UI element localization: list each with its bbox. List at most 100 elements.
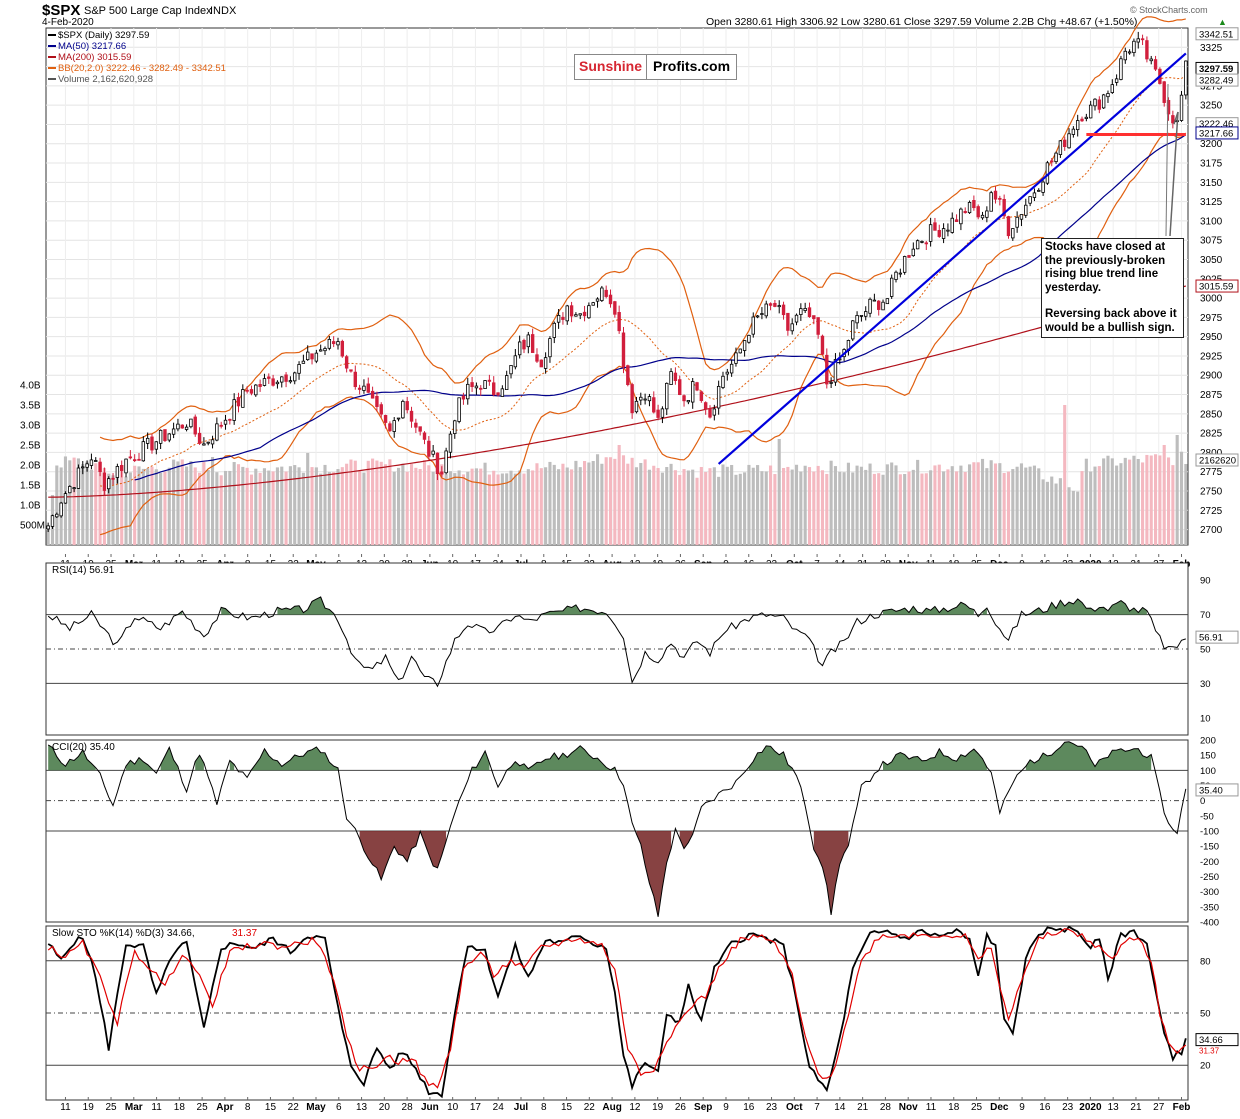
volume-bar bbox=[647, 469, 652, 545]
candle-up bbox=[889, 277, 894, 297]
volume-bar bbox=[275, 467, 279, 545]
volume-bar bbox=[617, 445, 621, 545]
candle-down bbox=[197, 432, 202, 444]
candle-up bbox=[483, 380, 487, 389]
volume-bar bbox=[375, 460, 379, 545]
candle-up bbox=[76, 467, 81, 489]
x-tick-label: 13 bbox=[356, 1102, 368, 1113]
candle-up bbox=[63, 493, 68, 504]
x-tick-label: 10 bbox=[447, 1102, 459, 1113]
volume-bar bbox=[1041, 479, 1045, 545]
volume-bar bbox=[1093, 466, 1097, 545]
candle-up bbox=[1041, 181, 1045, 193]
volume-bar bbox=[794, 464, 799, 545]
x-tick-label: Dec bbox=[990, 1102, 1009, 1113]
cci-positive-fill bbox=[748, 745, 793, 771]
volume-bar bbox=[102, 468, 106, 545]
candle-down bbox=[383, 415, 388, 423]
volume-tick-label: 1.5B bbox=[20, 481, 41, 492]
price-label: 3342.51 bbox=[1199, 29, 1233, 40]
x-tick-label: 6 bbox=[336, 1102, 342, 1113]
legend-entry: MA(50) 3217.66 bbox=[58, 41, 126, 52]
candle-up bbox=[327, 338, 332, 349]
candle-up bbox=[747, 334, 751, 343]
candle-up bbox=[959, 208, 963, 225]
volume-bar bbox=[483, 462, 487, 545]
candle-up bbox=[241, 389, 245, 408]
volume-bar bbox=[124, 476, 128, 545]
candle-down bbox=[470, 382, 474, 388]
candle-down bbox=[344, 356, 349, 369]
volume-bar bbox=[582, 461, 587, 545]
volume-bar bbox=[210, 457, 215, 545]
candle-up bbox=[401, 400, 405, 419]
x-tick-label: Aug bbox=[602, 1102, 621, 1113]
bollinger-lower bbox=[99, 132, 1187, 536]
volume-bar bbox=[223, 470, 228, 545]
volume-bar bbox=[150, 466, 154, 545]
osc-tick-label: 10 bbox=[1200, 713, 1211, 724]
candle-down bbox=[678, 379, 682, 396]
logo-part-profits: Profits.com bbox=[653, 58, 731, 74]
x-tick-label: Feb bbox=[1173, 1102, 1191, 1113]
volume-bar bbox=[652, 465, 656, 545]
volume-bar bbox=[872, 473, 876, 545]
candle-down bbox=[699, 391, 704, 401]
candle-down bbox=[768, 303, 773, 306]
candle-up bbox=[1071, 128, 1076, 135]
volume-bar bbox=[881, 474, 885, 545]
price-tick-label: 2725 bbox=[1200, 506, 1223, 517]
rsi-overbought-fill bbox=[541, 604, 607, 615]
candle-down bbox=[132, 459, 137, 462]
volume-bar bbox=[362, 472, 366, 545]
candle-up bbox=[215, 423, 219, 441]
x-tick-label: 8 bbox=[245, 1102, 251, 1113]
candle-up bbox=[154, 441, 159, 450]
candle-down bbox=[652, 397, 656, 413]
candle-down bbox=[924, 242, 928, 245]
cci-positive-fill bbox=[506, 745, 615, 771]
volume-bar bbox=[405, 471, 409, 545]
price-label: 2162620 bbox=[1199, 456, 1236, 467]
candle-up bbox=[94, 460, 98, 462]
candle-down bbox=[310, 353, 314, 360]
candle-up bbox=[210, 439, 215, 445]
rsi-value: 56.91 bbox=[1199, 633, 1223, 644]
annotation-text-1: Stocks have closed at the previously-bro… bbox=[1045, 241, 1166, 294]
volume-bar bbox=[1158, 455, 1162, 545]
candle-down bbox=[1145, 40, 1149, 60]
candle-down bbox=[703, 402, 708, 410]
osc-tick-label: -250 bbox=[1200, 872, 1219, 883]
volume-bar bbox=[440, 464, 444, 545]
volume-bar bbox=[535, 463, 539, 545]
candle-down bbox=[608, 294, 613, 305]
volume-bar bbox=[236, 464, 241, 545]
candle-up bbox=[894, 271, 898, 280]
legend-entry: $SPX (Daily) 3297.59 bbox=[58, 30, 149, 41]
stochastic-k-value: 34.66 bbox=[1199, 1035, 1223, 1046]
candle-up bbox=[431, 450, 435, 455]
candle-up bbox=[864, 311, 868, 317]
price-tick-label: 3100 bbox=[1200, 216, 1223, 227]
x-tick-label: 28 bbox=[880, 1102, 892, 1113]
osc-tick-label: -200 bbox=[1200, 857, 1219, 868]
candle-down bbox=[150, 436, 154, 451]
volume-bar bbox=[820, 470, 825, 545]
candle-up bbox=[59, 502, 63, 517]
volume-bar bbox=[721, 464, 725, 545]
x-tick-label: 20 bbox=[379, 1102, 391, 1113]
candle-up bbox=[1093, 98, 1097, 107]
candle-up bbox=[280, 376, 284, 383]
bollinger-upper bbox=[99, 16, 1186, 442]
candle-up bbox=[288, 380, 293, 383]
candle-down bbox=[379, 404, 383, 415]
volume-bar bbox=[665, 467, 669, 545]
volume-bar bbox=[249, 474, 254, 545]
volume-bar bbox=[206, 469, 210, 545]
candle-up bbox=[665, 382, 669, 410]
volume-bar bbox=[1045, 481, 1049, 545]
candle-down bbox=[375, 395, 379, 407]
candle-up bbox=[600, 287, 604, 301]
volume-bar bbox=[245, 467, 249, 545]
volume-bar bbox=[1050, 476, 1054, 545]
